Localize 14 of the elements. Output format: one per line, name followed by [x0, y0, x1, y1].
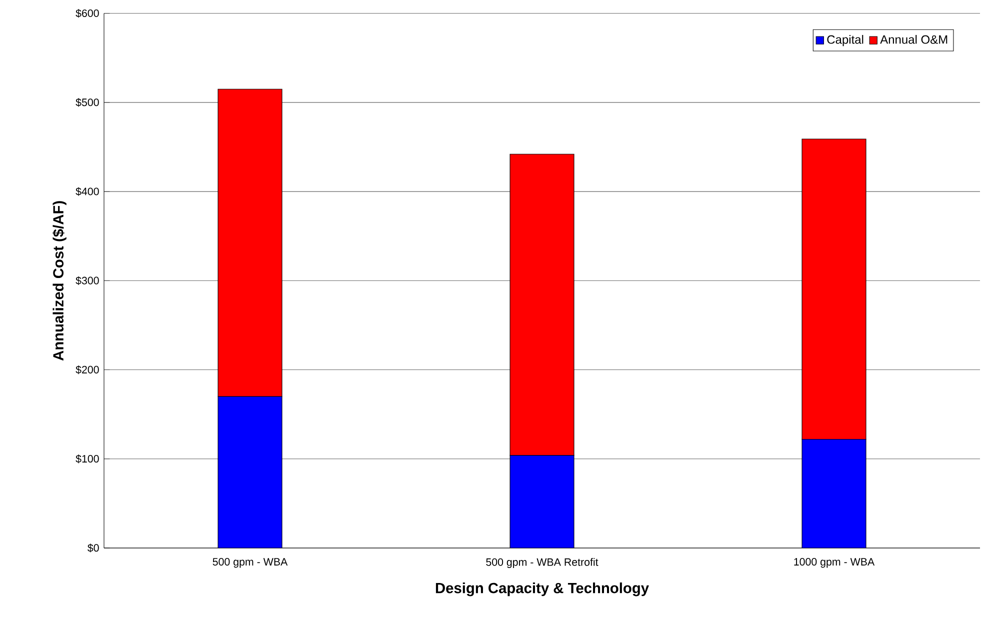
y-tick-label: $200 — [76, 365, 99, 374]
y-axis-title: Annualized Cost ($/AF) — [52, 201, 66, 361]
y-tick-label: $100 — [76, 454, 99, 464]
y-tick-label: $500 — [76, 98, 99, 107]
x-tick-label: 500 gpm - WBA — [212, 558, 288, 568]
y-tick-label: $600 — [76, 9, 99, 18]
x-tick-label: 500 gpm - WBA Retrofit — [486, 558, 598, 568]
legend-label: Annual O&M — [880, 34, 948, 44]
y-tick-label: $400 — [76, 187, 99, 196]
y-tick-label: $300 — [76, 276, 99, 285]
x-axis-title: Design Capacity & Technology — [436, 582, 649, 596]
y-tick-label: $0 — [88, 544, 99, 552]
legend-label: Capital — [827, 34, 864, 46]
x-tick-label: 1000 gpm - WBA — [794, 558, 875, 568]
